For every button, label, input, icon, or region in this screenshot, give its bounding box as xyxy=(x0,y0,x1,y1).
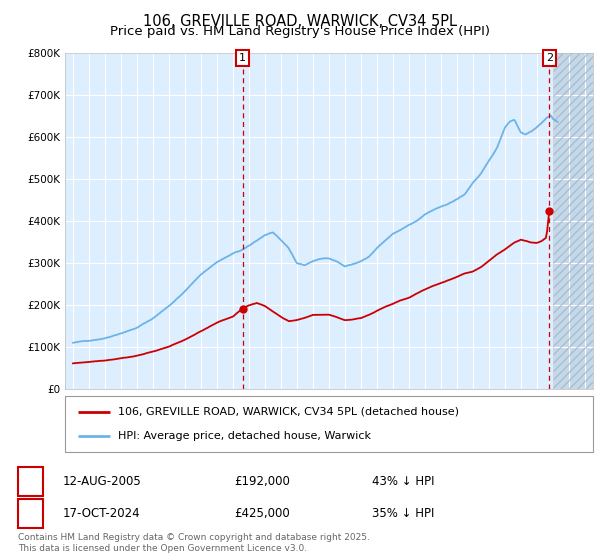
Text: 1: 1 xyxy=(239,53,246,63)
Text: 17-OCT-2024: 17-OCT-2024 xyxy=(63,507,140,520)
Text: Contains HM Land Registry data © Crown copyright and database right 2025.
This d: Contains HM Land Registry data © Crown c… xyxy=(18,533,370,553)
Text: 2: 2 xyxy=(27,507,34,520)
Text: 2: 2 xyxy=(546,53,553,63)
Text: £425,000: £425,000 xyxy=(234,507,290,520)
Text: HPI: Average price, detached house, Warwick: HPI: Average price, detached house, Warw… xyxy=(118,431,371,441)
Text: 1: 1 xyxy=(27,475,34,488)
Text: 106, GREVILLE ROAD, WARWICK, CV34 5PL (detached house): 106, GREVILLE ROAD, WARWICK, CV34 5PL (d… xyxy=(118,407,458,417)
Text: 43% ↓ HPI: 43% ↓ HPI xyxy=(372,475,434,488)
Bar xyxy=(553,53,593,389)
Text: Price paid vs. HM Land Registry's House Price Index (HPI): Price paid vs. HM Land Registry's House … xyxy=(110,25,490,38)
Text: 35% ↓ HPI: 35% ↓ HPI xyxy=(372,507,434,520)
Text: 12-AUG-2005: 12-AUG-2005 xyxy=(63,475,142,488)
Text: 106, GREVILLE ROAD, WARWICK, CV34 5PL: 106, GREVILLE ROAD, WARWICK, CV34 5PL xyxy=(143,14,457,29)
Text: £192,000: £192,000 xyxy=(234,475,290,488)
FancyBboxPatch shape xyxy=(65,396,593,452)
